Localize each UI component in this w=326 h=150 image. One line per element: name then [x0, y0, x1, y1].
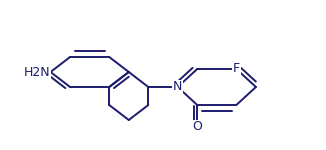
Text: H2N: H2N — [24, 66, 51, 78]
Text: O: O — [192, 120, 202, 133]
Text: F: F — [233, 62, 240, 75]
Text: N: N — [173, 81, 182, 93]
